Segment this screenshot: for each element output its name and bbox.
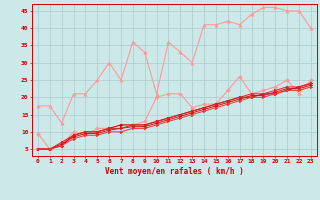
X-axis label: Vent moyen/en rafales ( km/h ): Vent moyen/en rafales ( km/h ) bbox=[105, 167, 244, 176]
